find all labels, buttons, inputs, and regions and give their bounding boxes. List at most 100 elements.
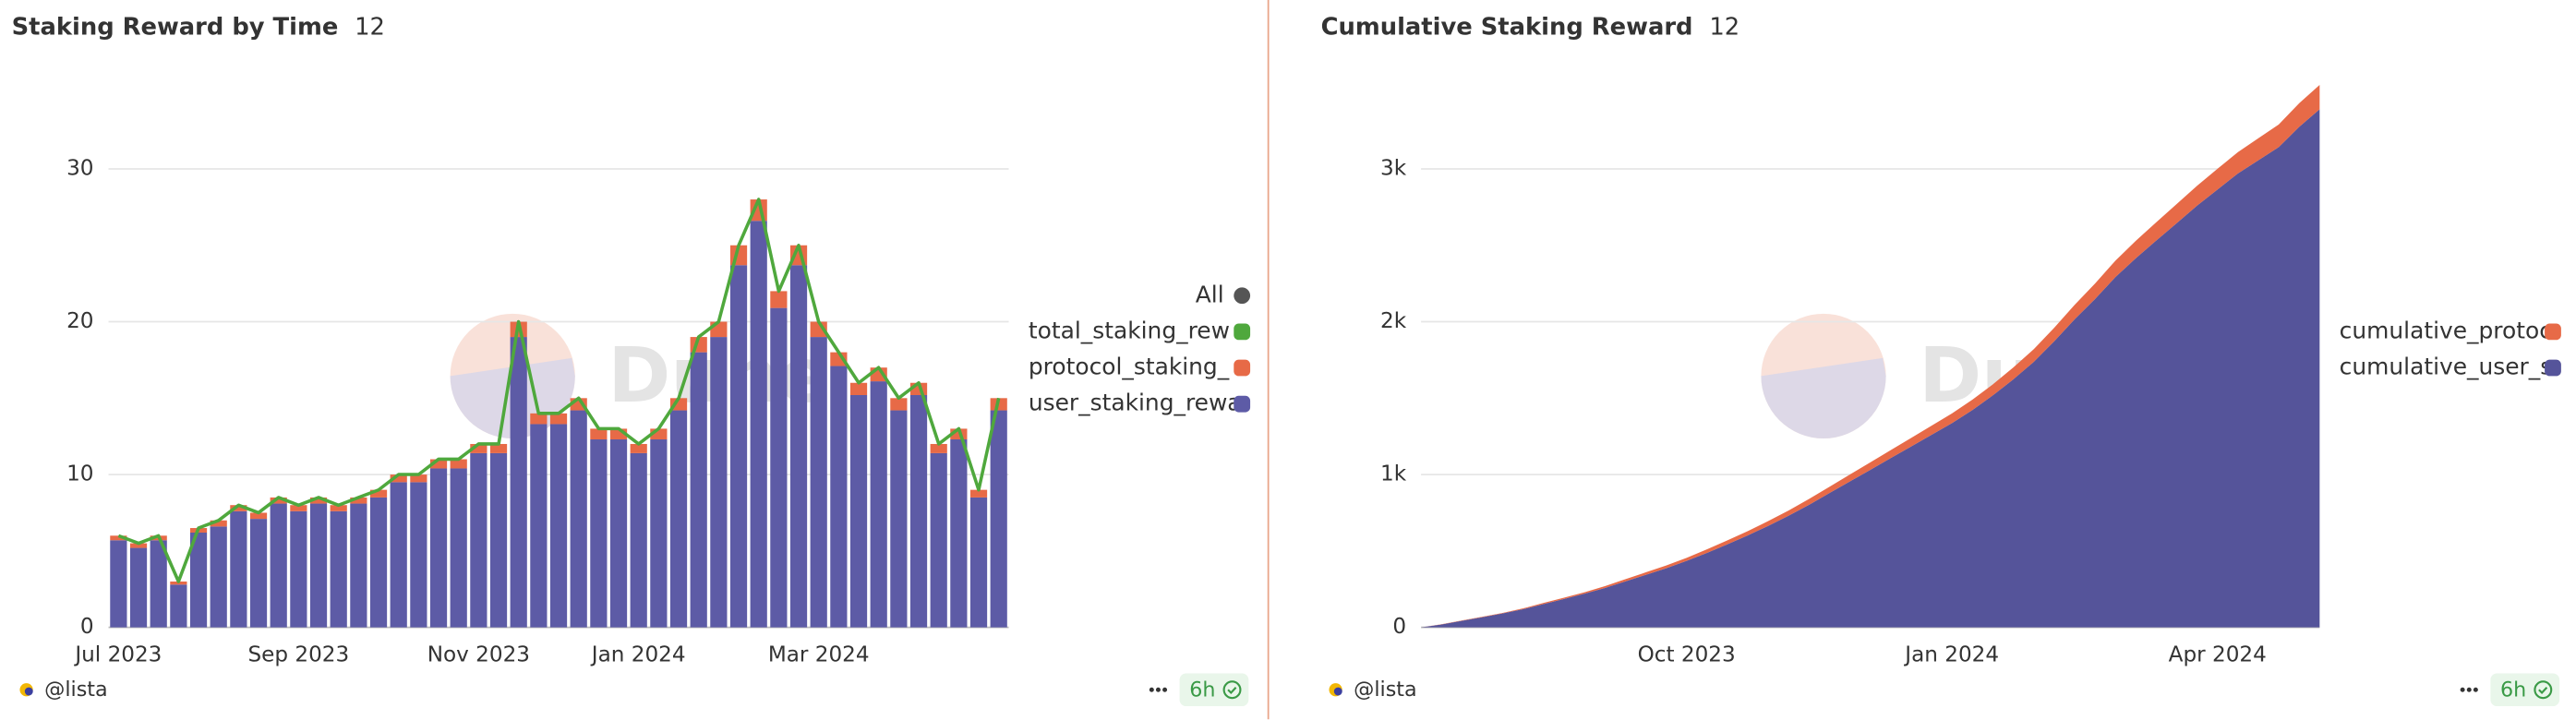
- y-tick-label: 30: [66, 156, 93, 180]
- x-tick-label: Apr 2024: [2169, 642, 2267, 666]
- y-tick-label: 1k: [1380, 462, 1407, 486]
- author: @lista: [44, 678, 107, 702]
- refresh-check: [2534, 680, 2553, 700]
- y-tick-label: 0: [1392, 615, 1406, 639]
- bar: [750, 221, 767, 628]
- legend-swatch: [1234, 287, 1251, 305]
- bar: [890, 398, 908, 411]
- legend-swatch: [1234, 323, 1251, 341]
- bar: [770, 307, 788, 628]
- bar: [210, 520, 227, 527]
- legend-swatch: [2545, 323, 2561, 341]
- bar: [249, 519, 268, 628]
- bar: [650, 439, 668, 628]
- bar: [590, 428, 608, 440]
- refresh-check-mark: [1227, 687, 1237, 694]
- y-tick-label: 0: [80, 615, 94, 639]
- bar: [249, 512, 268, 520]
- bar: [770, 291, 788, 308]
- refresh-label: 6h: [1189, 678, 1215, 702]
- bar: [669, 410, 688, 628]
- legend-swatch: [1234, 395, 1251, 413]
- y-tick-label: 10: [66, 462, 93, 486]
- bar: [549, 413, 568, 425]
- y-tick-label: 2k: [1380, 309, 1407, 333]
- bar: [210, 526, 227, 628]
- bar: [110, 535, 127, 541]
- bar: [990, 410, 1007, 628]
- bar: [330, 505, 347, 511]
- y-tick-label: 3k: [1380, 156, 1407, 180]
- bar: [710, 337, 728, 628]
- bar: [950, 439, 968, 628]
- legend-toggle: All: [1196, 281, 1224, 307]
- legend-swatch: [2545, 359, 2561, 377]
- bar: [450, 459, 467, 469]
- bar: [410, 482, 427, 628]
- bar: [729, 265, 748, 628]
- bar: [470, 443, 488, 453]
- legend-label: user_staking_rewa: [1029, 390, 1242, 416]
- bar: [270, 503, 287, 628]
- author-icon-inner: [1333, 687, 1342, 696]
- x-tick-label: Nov 2023: [427, 642, 530, 666]
- more-dot: [1162, 687, 1168, 692]
- refresh-check: [1222, 680, 1242, 700]
- legend-swatch: [1234, 359, 1251, 377]
- bar: [890, 410, 908, 628]
- bar: [789, 265, 808, 628]
- more-dot: [2460, 687, 2465, 692]
- bar: [350, 497, 367, 504]
- bar: [450, 468, 467, 628]
- bar: [969, 497, 988, 628]
- author: @lista: [1354, 678, 1416, 702]
- bar: [969, 489, 988, 498]
- line: [117, 198, 1001, 583]
- bar: [290, 505, 307, 511]
- bar: [489, 443, 508, 453]
- x-tick-label: Sep 2023: [248, 642, 350, 666]
- bar: [630, 452, 647, 628]
- bar: [530, 413, 548, 425]
- bar: [830, 366, 848, 628]
- bar: [290, 510, 307, 628]
- bar: [950, 428, 968, 440]
- legend-label: protocol_staking_: [1029, 354, 1230, 380]
- bar: [110, 540, 127, 628]
- bar: [390, 474, 407, 483]
- bar: [849, 382, 868, 395]
- x-tick-label: Oct 2023: [1638, 642, 1736, 666]
- x-tick-label: Jul 2023: [73, 642, 162, 666]
- legend-label: total_staking_rew: [1029, 317, 1230, 343]
- x-tick-label: Jan 2024: [1903, 642, 1999, 666]
- bar: [129, 547, 148, 628]
- bar: [570, 410, 587, 628]
- x-tick-label: Mar 2024: [768, 642, 870, 666]
- legend-label: cumulative_protoc: [2340, 317, 2552, 343]
- bar: [189, 533, 208, 628]
- bar: [930, 443, 947, 453]
- bar: [510, 337, 527, 628]
- bar: [609, 439, 628, 628]
- bar: [489, 452, 508, 628]
- bar: [390, 482, 407, 628]
- bar: [429, 459, 448, 469]
- bar: [630, 443, 647, 453]
- bar: [129, 543, 148, 548]
- panel-title: Cumulative Staking Reward: [1321, 14, 1693, 42]
- bar: [429, 468, 448, 628]
- bar: [309, 497, 328, 504]
- bar: [849, 394, 868, 628]
- bar: [350, 503, 367, 628]
- legend-label: cumulative_user_s: [2340, 354, 2553, 380]
- bar: [549, 424, 568, 628]
- author-icon-inner: [24, 687, 33, 696]
- bar: [930, 452, 947, 628]
- y-tick-label: 20: [66, 309, 93, 333]
- watermark-logo-half: [1761, 357, 1886, 439]
- bar: [870, 381, 887, 628]
- bar: [230, 510, 247, 628]
- bar: [470, 452, 488, 628]
- panel-title: Staking Reward by Time: [12, 14, 339, 42]
- bar: [369, 497, 388, 628]
